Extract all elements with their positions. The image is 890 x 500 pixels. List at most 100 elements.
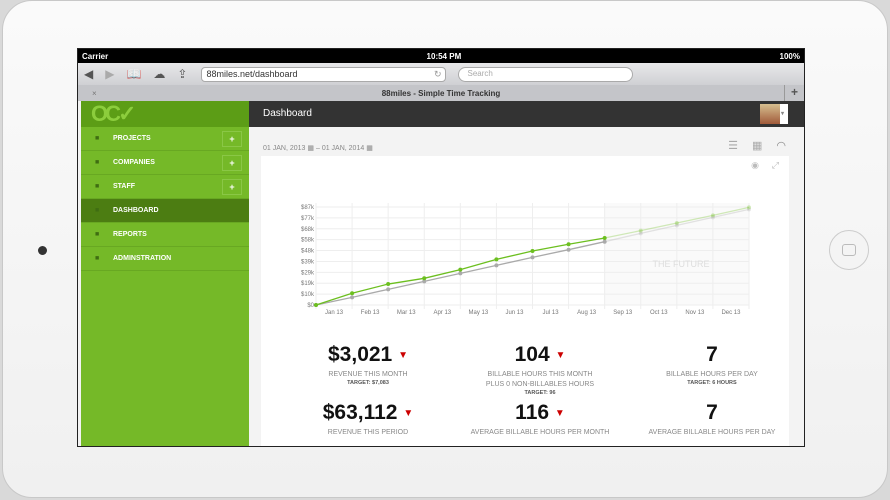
chart-card: ◉ ⤢ $0 $10k $19k $29k $39k $48k $58k $68k $77k $8… bbox=[261, 156, 789, 446]
metric-target: TARGET: 6 HOURS bbox=[687, 380, 737, 386]
status-bar: Carrier 10:54 PM 100% bbox=[78, 49, 804, 63]
data-point bbox=[566, 247, 571, 252]
metric-label: BILLABLE HOURS THIS MONTH bbox=[487, 371, 593, 378]
revenue-chart: $0 $10k $19k $29k $39k $48k $58k $68k $77k $87k Ja… bbox=[301, 203, 751, 316]
carrier: Carrier bbox=[82, 51, 109, 61]
sidebar-item-projects[interactable]: ■ PROJECTS + bbox=[81, 127, 249, 151]
sidebar: OC✓ ■ PROJECTS + ■ COMPANIES + ■ STAFF + ■ DASHBOA… bbox=[81, 101, 249, 446]
data-point bbox=[602, 239, 607, 244]
address-bar[interactable]: 88miles.net/dashboard ↻ bbox=[201, 66, 447, 82]
date-separator: – bbox=[315, 145, 320, 152]
start-date[interactable]: 01 JAN, 2013 bbox=[263, 145, 306, 152]
battery: 100% bbox=[779, 51, 800, 61]
trend-down-icon: ▼ bbox=[398, 349, 408, 361]
view-switcher: ☰ ▦ ◠ bbox=[728, 139, 786, 152]
settings-icon[interactable]: ◉ bbox=[751, 160, 759, 170]
metric-value: $3,021 bbox=[328, 343, 393, 366]
x-tick-label: Mar 13 bbox=[397, 310, 416, 316]
metric-sublabel: PLUS 0 NON-BILLABLES HOURS bbox=[485, 381, 595, 388]
metric-label: BILLABLE HOURS PER DAY bbox=[666, 371, 758, 378]
browser-toolbar: ◀ ▶ 📖 ☁ ⇪ 88miles.net/dashboard ↻ Search bbox=[78, 63, 804, 85]
metric: 104 ▼ BILLABLE HOURS THIS MONTH PLUS 0 NO… bbox=[455, 343, 625, 396]
metric-value: 7 bbox=[706, 401, 718, 424]
trend-down-icon: ▼ bbox=[554, 407, 565, 419]
user-menu[interactable]: ▾ bbox=[760, 104, 788, 124]
gauge-icon: ■ bbox=[95, 207, 100, 214]
metric-value: 7 bbox=[706, 343, 718, 366]
data-point bbox=[494, 257, 499, 262]
trend-down-icon: ▼ bbox=[403, 407, 414, 419]
avatar bbox=[760, 104, 780, 124]
share-icon[interactable]: ⇪ bbox=[177, 67, 188, 81]
date-range: 01 JAN, 2013 ▦ – 01 JAN, 2014 ▦ bbox=[263, 144, 373, 152]
new-tab-button[interactable]: + bbox=[784, 85, 804, 101]
x-tick-label: May 13 bbox=[469, 310, 489, 316]
data-point bbox=[314, 303, 318, 307]
sidebar-item-adminstration[interactable]: ■ ADMINSTRATION bbox=[81, 247, 249, 271]
add-button[interactable]: + bbox=[222, 178, 242, 195]
sidebar-item-companies[interactable]: ■ COMPANIES + bbox=[81, 151, 249, 175]
folder-icon: ■ bbox=[95, 135, 100, 142]
y-tick-label: $48k bbox=[301, 249, 315, 255]
dashboard-view-icon[interactable]: ◠ bbox=[776, 140, 786, 152]
x-tick-label: Feb 13 bbox=[361, 310, 380, 316]
data-point bbox=[674, 223, 679, 228]
metric-value: $63,112 bbox=[322, 401, 398, 424]
add-button[interactable]: + bbox=[222, 154, 242, 171]
data-point bbox=[458, 267, 463, 272]
y-tick-label: $87k bbox=[301, 205, 315, 211]
sidebar-item-label: STAFF bbox=[113, 183, 136, 190]
list-view-icon[interactable]: ☰ bbox=[728, 140, 738, 152]
briefcase-icon: ■ bbox=[95, 159, 100, 166]
y-tick-label: $29k bbox=[301, 270, 315, 276]
expand-icon[interactable]: ⤢ bbox=[771, 160, 779, 170]
calendar-view-icon[interactable]: ▦ bbox=[751, 140, 763, 152]
sidebar-item-reports[interactable]: ■ REPORTS bbox=[81, 223, 249, 247]
x-tick-label: Apr 13 bbox=[433, 310, 451, 316]
tab-title[interactable]: 88miles - Simple Time Tracking bbox=[381, 88, 501, 98]
sidebar-item-staff[interactable]: ■ STAFF + bbox=[81, 175, 249, 199]
x-tick-label: Dec 13 bbox=[721, 310, 741, 316]
y-tick-label: $10k bbox=[301, 292, 315, 298]
url-text: 88miles.net/dashboard bbox=[206, 69, 298, 79]
metric: 7 BILLABLE HOURS PER DAY TARGET: 6 HOURS bbox=[627, 343, 797, 386]
data-point bbox=[458, 271, 463, 276]
metric-target: TARGET: 96 bbox=[524, 390, 556, 396]
y-tick-label: $19k bbox=[301, 281, 315, 287]
close-tab-icon[interactable]: × bbox=[92, 88, 97, 98]
data-point bbox=[494, 263, 499, 268]
data-point bbox=[602, 235, 607, 240]
metric-label: REVENUE THIS MONTH bbox=[328, 371, 408, 378]
home-button[interactable] bbox=[829, 230, 869, 270]
search-input[interactable]: Search bbox=[458, 66, 634, 82]
data-point bbox=[710, 213, 715, 218]
page-title: Dashboard bbox=[263, 108, 312, 119]
back-icon[interactable]: ◀ bbox=[84, 67, 94, 81]
forward-icon[interactable]: ▶ bbox=[105, 67, 115, 81]
data-point bbox=[350, 295, 355, 300]
x-tick-label: Nov 13 bbox=[685, 310, 705, 316]
sidebar-item-label: ADMINSTRATION bbox=[113, 255, 172, 262]
data-point bbox=[710, 215, 715, 220]
data-point bbox=[422, 276, 427, 281]
pie-icon: ■ bbox=[95, 231, 100, 238]
data-point bbox=[386, 282, 391, 287]
logo[interactable]: OC✓ bbox=[81, 101, 249, 127]
cloud-icon[interactable]: ☁ bbox=[153, 67, 166, 81]
end-date[interactable]: 01 JAN, 2014 bbox=[321, 145, 365, 152]
sidebar-item-dashboard[interactable]: ■ DASHBOARD bbox=[81, 199, 249, 223]
add-button[interactable]: + bbox=[222, 130, 242, 147]
metric-value: 104 bbox=[514, 343, 550, 366]
metric-target: TARGET: $7,083 bbox=[347, 380, 389, 386]
chevron-down-icon: ▾ bbox=[781, 111, 785, 117]
calendar-icon[interactable]: ▦ bbox=[366, 145, 373, 152]
reload-icon[interactable]: ↻ bbox=[433, 68, 442, 79]
calendar-icon[interactable]: ▦ bbox=[307, 145, 314, 152]
bookmarks-icon[interactable]: 📖 bbox=[126, 67, 142, 81]
y-tick-label: $68k bbox=[301, 227, 315, 233]
x-tick-label: Sep 13 bbox=[613, 310, 633, 316]
data-point bbox=[638, 231, 643, 236]
person-icon: ■ bbox=[95, 255, 100, 262]
metric: $63,112 ▼ REVENUE THIS PERIOD bbox=[283, 401, 453, 438]
future-annotation: THE FUTURE bbox=[653, 259, 710, 269]
